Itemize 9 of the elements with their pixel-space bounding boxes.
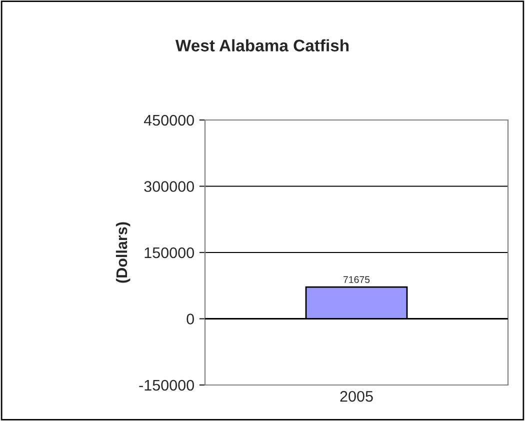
y-axis-title: (Dollars) [116,222,130,283]
chart-title: West Alabama Catfish [175,39,349,52]
y-tick-label: -150000 [139,380,194,391]
data-label: 71675 [343,276,370,284]
y-tick-label: 450000 [144,114,194,126]
y-tick-label: 300000 [144,181,194,192]
y-tick-label: 150000 [144,247,194,258]
x-tick-label: 2005 [340,390,373,402]
y-tick-label: 0 [186,314,194,324]
